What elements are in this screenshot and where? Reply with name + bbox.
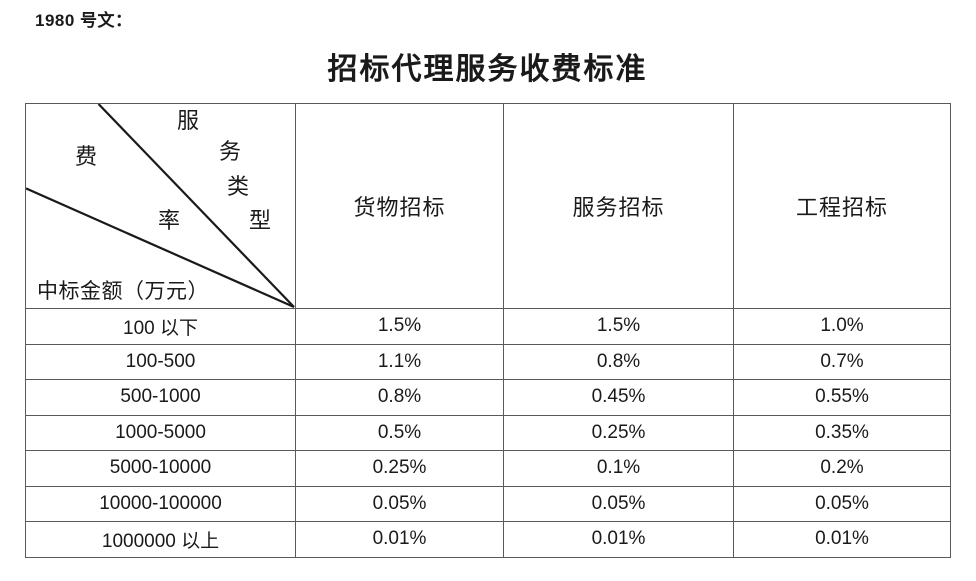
row-label: 1000-5000 (25, 414, 296, 451)
corner-service-type-char: 类 (226, 174, 249, 199)
row-label: 100-500 (25, 343, 296, 380)
doc-number-label: 1980 号文： (35, 11, 133, 30)
fee-value: 0.01% (503, 521, 734, 558)
row-label: 500-1000 (25, 379, 296, 416)
fee-standard-table: 服 务 类 型 费 率 中标金额（万元） 货物招标 服务招标 工程招标 100 … (25, 103, 951, 558)
fee-value: 0.05% (503, 485, 734, 522)
fee-value: 0.01% (733, 521, 951, 558)
row-label: 5000-10000 (25, 450, 296, 487)
table-row: 100-500 1.1% 0.8% 0.7% (25, 343, 951, 380)
diagonal-divider-graphic (26, 104, 295, 308)
fee-value: 0.25% (295, 450, 504, 487)
diagonal-line-upper (97, 104, 295, 308)
fee-value: 1.5% (503, 308, 734, 345)
corner-cell: 服 务 类 型 费 率 中标金额（万元） (25, 103, 296, 309)
fee-value: 1.5% (295, 308, 504, 345)
corner-amount-label: 中标金额（万元） (37, 279, 209, 303)
column-header-services: 服务招标 (503, 103, 734, 309)
fee-value: 0.05% (733, 485, 951, 522)
page-title: 招标代理服务收费标准 (327, 53, 648, 86)
fee-value: 0.55% (733, 379, 951, 416)
corner-service-type-char: 服 (176, 108, 199, 133)
table-header-row: 服 务 类 型 费 率 中标金额（万元） 货物招标 服务招标 工程招标 (25, 103, 951, 309)
corner-fee-rate-char: 率 (157, 208, 180, 233)
fee-value: 0.5% (295, 414, 504, 451)
corner-service-type-char: 务 (218, 139, 241, 164)
fee-value: 0.7% (733, 343, 951, 380)
fee-value: 0.25% (503, 414, 734, 451)
table-row: 10000-100000 0.05% 0.05% 0.05% (25, 485, 951, 522)
fee-value: 0.8% (503, 343, 734, 380)
table-row: 5000-10000 0.25% 0.1% 0.2% (25, 450, 951, 487)
column-header-goods: 货物招标 (295, 103, 504, 309)
row-label: 1000000 以上 (25, 521, 296, 558)
table-row: 1000000 以上 0.01% 0.01% 0.01% (25, 521, 951, 558)
table-row: 100 以下 1.5% 1.5% 1.0% (25, 308, 951, 345)
fee-value: 0.2% (733, 450, 951, 487)
fee-value: 1.0% (733, 308, 951, 345)
table-row: 1000-5000 0.5% 0.25% 0.35% (25, 414, 951, 451)
fee-value: 0.45% (503, 379, 734, 416)
corner-fee-rate-char: 费 (74, 144, 97, 169)
fee-value: 0.05% (295, 485, 504, 522)
fee-value: 1.1% (295, 343, 504, 380)
column-header-works: 工程招标 (733, 103, 951, 309)
table-row: 500-1000 0.8% 0.45% 0.55% (25, 379, 951, 416)
corner-cell-inner: 服 务 类 型 费 率 中标金额（万元） (26, 104, 295, 308)
fee-value: 0.35% (733, 414, 951, 451)
corner-service-type-char: 型 (248, 208, 271, 233)
fee-value: 0.1% (503, 450, 734, 487)
fee-value: 0.8% (295, 379, 504, 416)
diagonal-line-lower (26, 187, 295, 308)
fee-value: 0.01% (295, 521, 504, 558)
row-label: 10000-100000 (25, 485, 296, 522)
row-label: 100 以下 (25, 308, 296, 345)
